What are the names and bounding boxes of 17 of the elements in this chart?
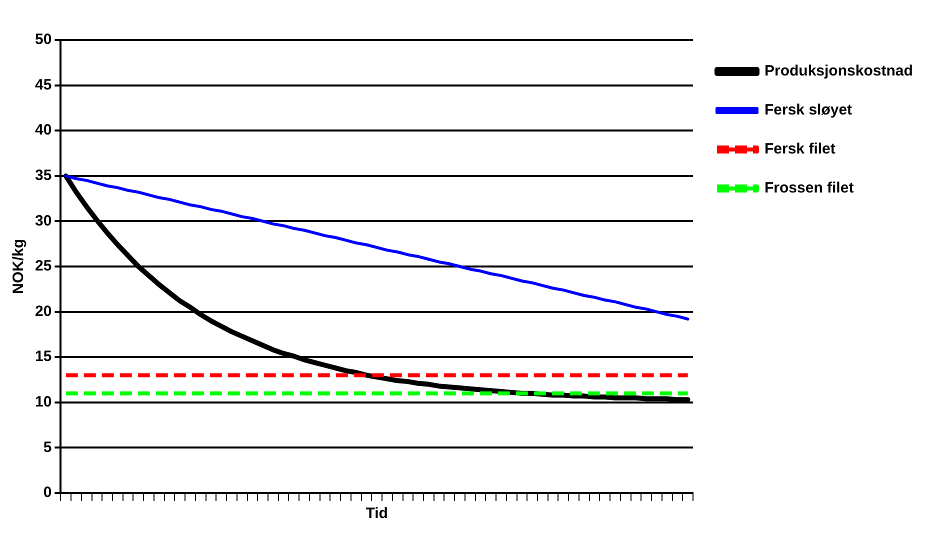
y-tick-label: 0	[43, 484, 52, 502]
y-tick-label: 30	[34, 212, 52, 230]
legend-label: Fersk filet	[764, 140, 836, 158]
y-tick-label: 35	[34, 167, 52, 184]
y-tick-label: 45	[34, 76, 52, 94]
x-axis-title: Tid	[366, 505, 388, 522]
y-axis-title: NOK/kg	[10, 238, 28, 294]
legend-label: Produksjonskostnad	[764, 62, 913, 80]
y-tick-label: 10	[34, 394, 52, 411]
y-tick-label: 25	[34, 258, 52, 275]
y-tick-label: 50	[34, 31, 52, 48]
y-tick-label: 20	[34, 302, 52, 320]
legend-label: Fersk sløyet	[764, 102, 852, 119]
legend-label: Frossen filet	[764, 180, 854, 197]
y-tick-label: 40	[34, 122, 52, 139]
y-tick-label: 5	[43, 438, 52, 456]
y-tick-label: 15	[34, 348, 52, 366]
